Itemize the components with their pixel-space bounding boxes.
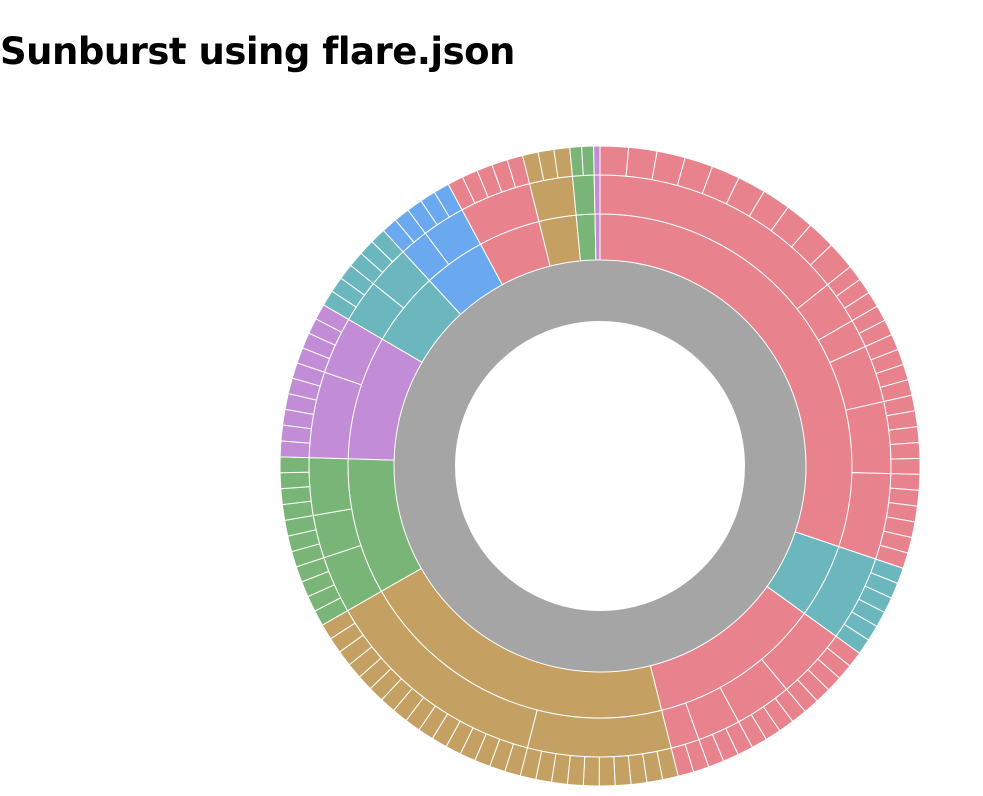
sunburst-subcategory-11-0[interactable] <box>593 174 601 215</box>
sunburst-leaf-11-0-0[interactable] <box>593 145 601 176</box>
page-title: Sunburst using flare.json <box>0 30 515 73</box>
sunburst-leaf-3-0-3[interactable] <box>613 755 632 787</box>
sunburst-leaf-10-0-1[interactable] <box>581 145 595 177</box>
sunburst-root-ring[interactable] <box>394 260 806 672</box>
sunburst-leaf-0-0-0[interactable] <box>599 145 630 177</box>
sunburst-subcategory-10-0[interactable] <box>571 174 596 216</box>
sunburst-category-11[interactable] <box>594 213 601 261</box>
sunburst-subcategory-4-2[interactable] <box>308 457 353 517</box>
sunburst-subcategory-0-4[interactable] <box>845 400 892 475</box>
sunburst-leaf-0-4-2[interactable] <box>888 426 920 446</box>
sunburst-leaf-0-5-0[interactable] <box>889 473 921 491</box>
sunburst-leaf-4-2-1[interactable] <box>280 486 312 506</box>
sunburst-rings <box>279 145 921 787</box>
sunburst-leaf-5-0-0[interactable] <box>279 440 311 459</box>
sunburst-leaf-10-0-0[interactable] <box>569 146 584 177</box>
sunburst-leaf-0-4-4[interactable] <box>890 457 921 475</box>
sunburst-leaf-3-0-5[interactable] <box>582 756 600 787</box>
sunburst-leaf-4-2-2[interactable] <box>279 471 311 490</box>
sunburst-leaf-4-2-3[interactable] <box>279 456 310 474</box>
sunburst-leaf-3-0-4[interactable] <box>598 756 616 787</box>
sunburst-leaf-0-4-3[interactable] <box>889 441 921 460</box>
